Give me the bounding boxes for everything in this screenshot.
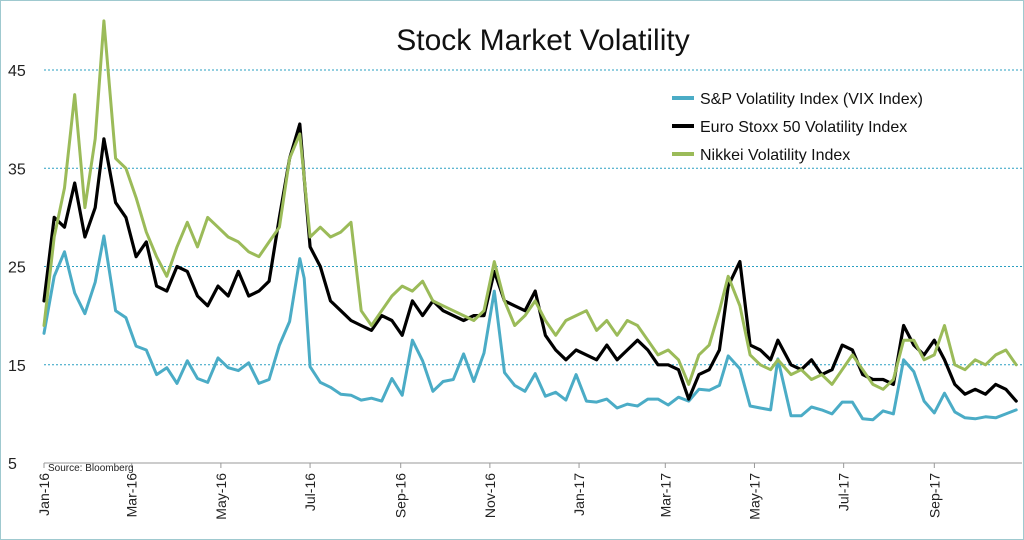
- legend-label: S&P Volatility Index (VIX Index): [700, 91, 923, 108]
- source-note: Source: Bloomberg: [48, 463, 134, 474]
- legend-label: Euro Stoxx 50 Volatility Index: [700, 119, 907, 136]
- x-tick-label: Jul-17: [836, 473, 852, 511]
- x-tick-label: May-17: [746, 473, 762, 520]
- x-tick-label: Sep-16: [393, 473, 409, 518]
- legend-label: Nikkei Volatility Index: [700, 147, 850, 164]
- legend: S&P Volatility Index (VIX Index) Euro Sto…: [672, 91, 923, 164]
- chart-title: Stock Market Volatility: [396, 24, 689, 57]
- y-tick-label: 5: [8, 456, 17, 473]
- x-tick-label: Jul-16: [302, 473, 318, 511]
- x-tick-label: Mar-17: [657, 473, 673, 518]
- y-tick-label: 25: [8, 260, 26, 277]
- series-line-2: [42, 122, 1018, 403]
- y-tick-labels: 5 15 25 35 45: [8, 63, 26, 473]
- x-tick-label: May-16: [213, 473, 229, 520]
- x-tick-label: Nov-16: [482, 473, 498, 518]
- y-tick-label: 45: [8, 63, 26, 80]
- gridlines: [44, 69, 1022, 366]
- y-tick-label: 35: [8, 161, 26, 178]
- x-tick-label: Jan-16: [36, 473, 52, 516]
- y-tick-label: 15: [8, 358, 26, 375]
- x-tick-label: Sep-17: [926, 473, 942, 518]
- series-line-3: [42, 19, 1018, 391]
- series-lines: [42, 19, 1018, 422]
- x-tick-labels: Jan-16 Mar-16 May-16 Jul-16 Sep-16 Nov-16 Jan-…: [36, 463, 942, 520]
- series-line-1: [42, 234, 1018, 422]
- x-tick-label: Jan-17: [571, 473, 587, 516]
- x-tick-label: Mar-16: [124, 473, 140, 518]
